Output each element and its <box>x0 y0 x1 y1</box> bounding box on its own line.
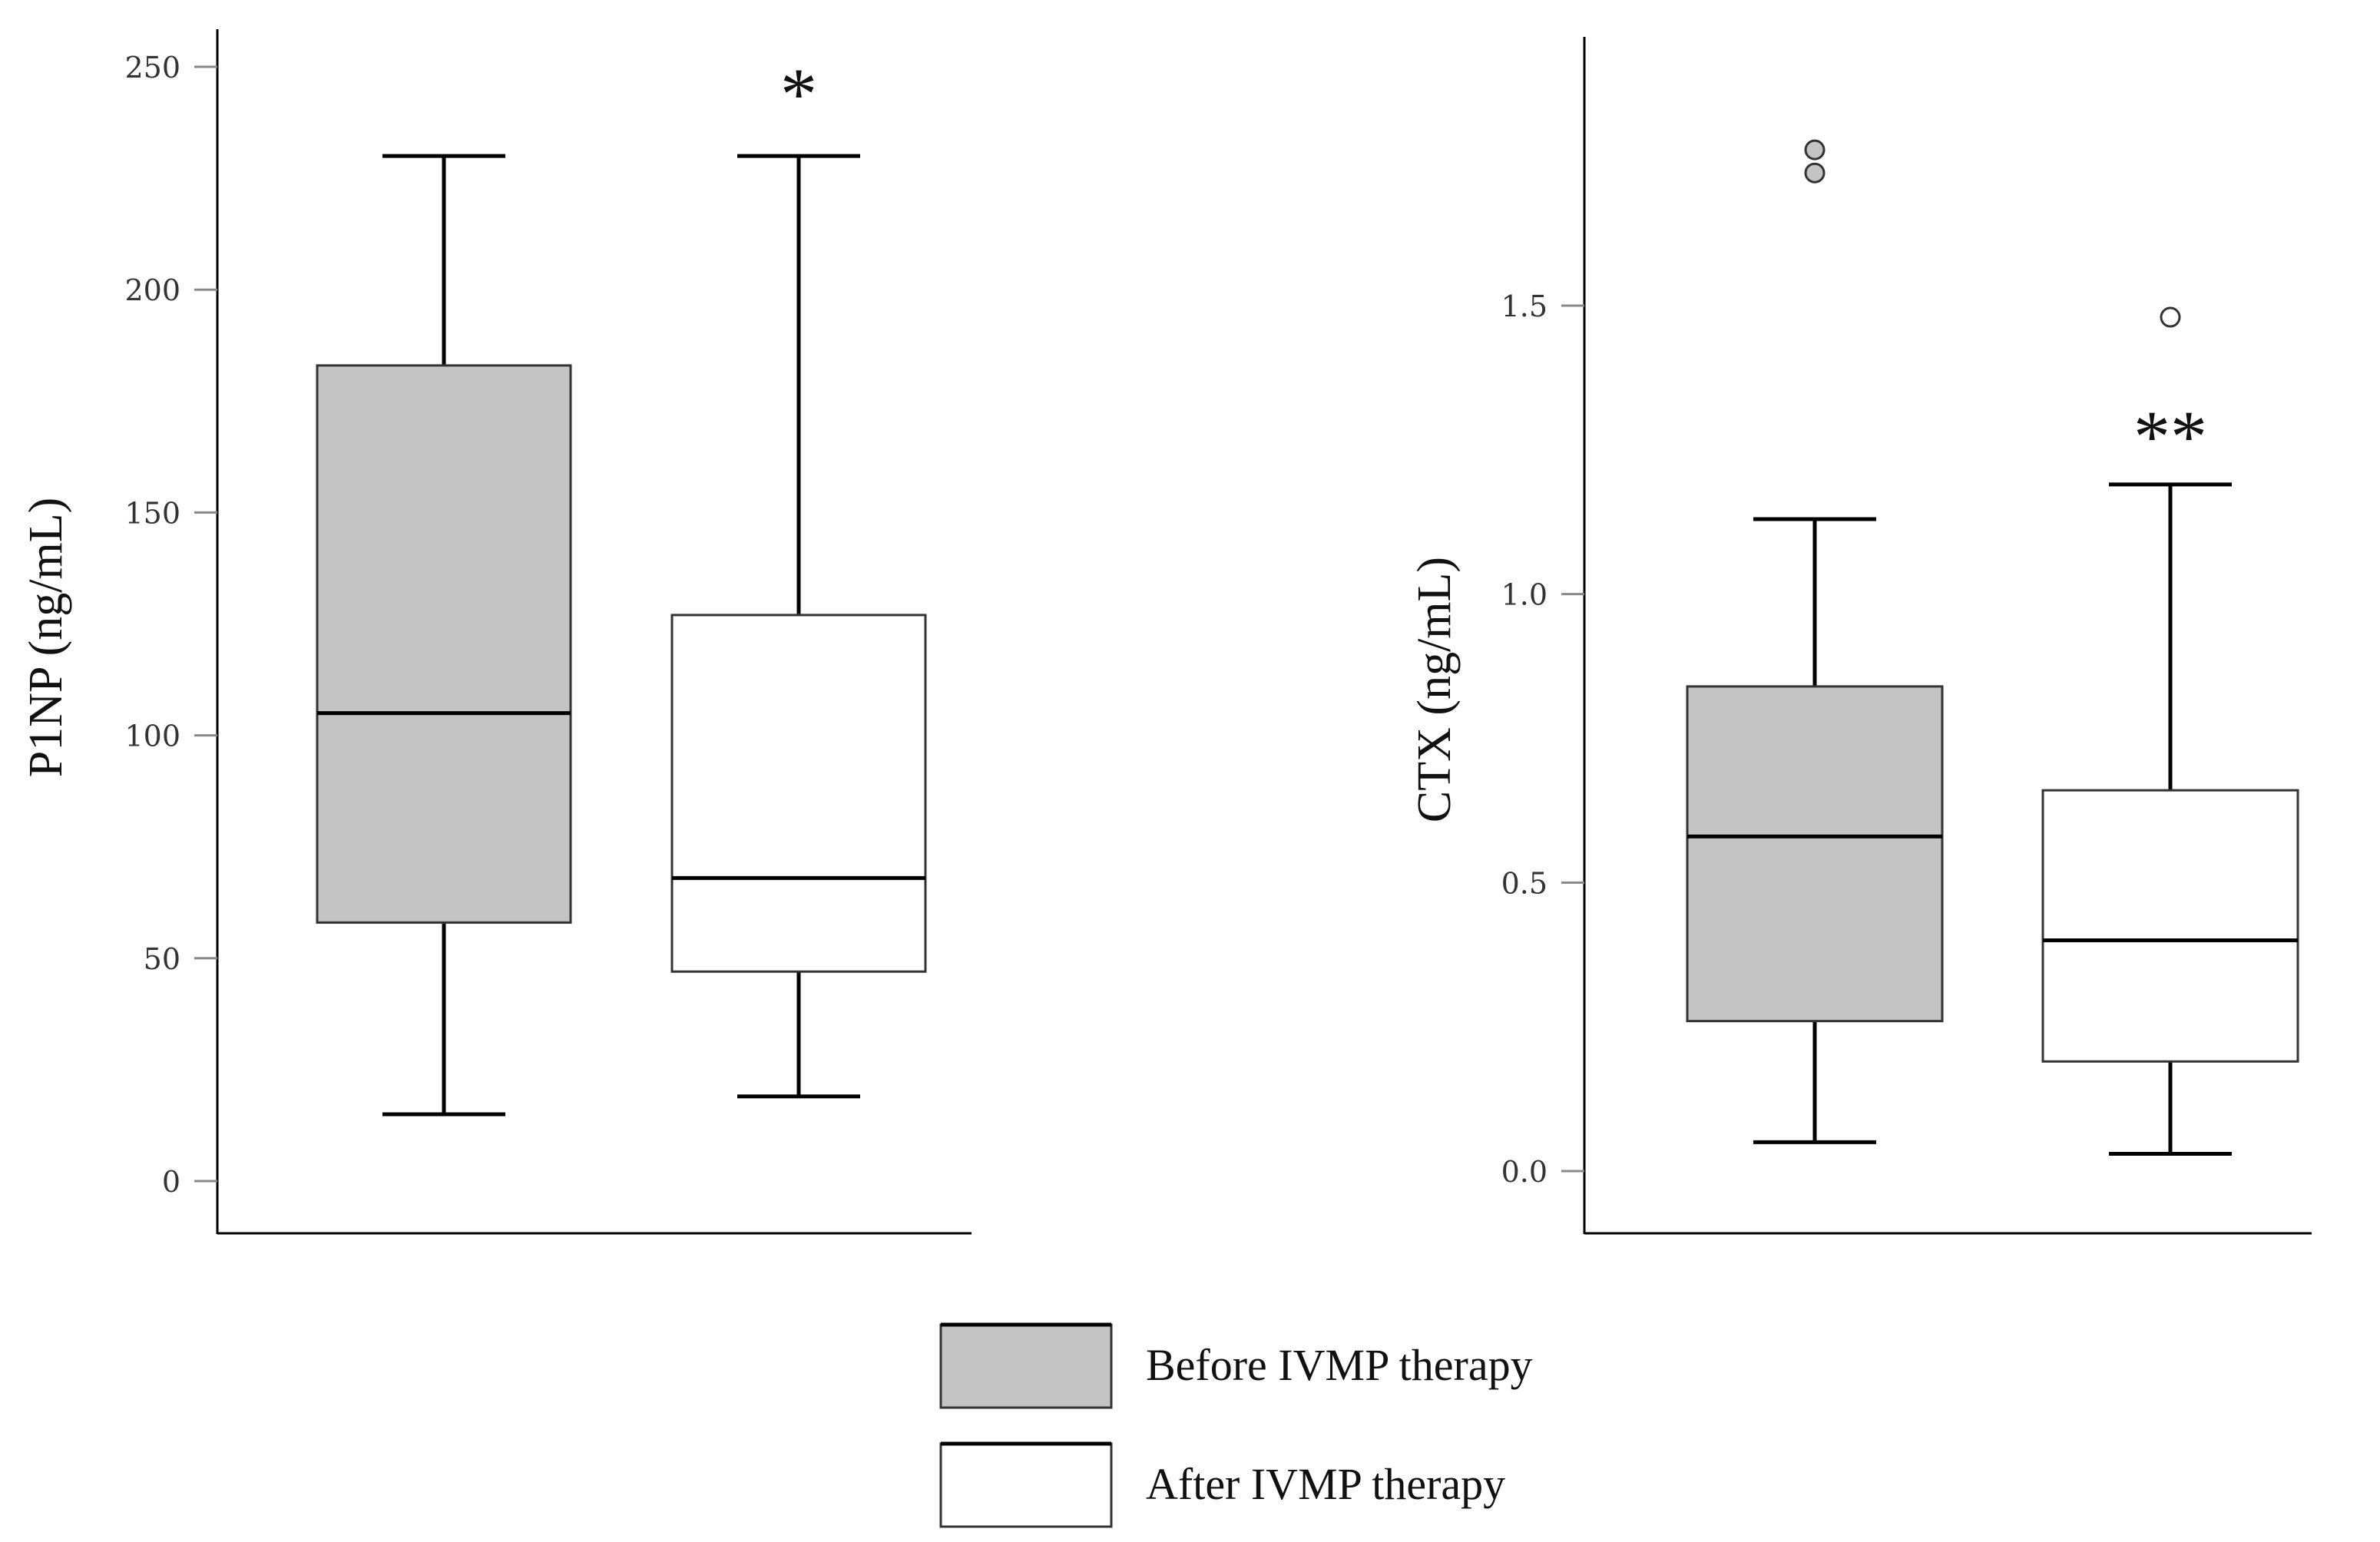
legend: Before IVMP therapy After IVMP therapy <box>939 1322 1533 1528</box>
y-tick-label: 200 <box>124 273 180 307</box>
y-axis-title: P1NP (ng/mL) <box>20 498 72 778</box>
iqr-box <box>316 364 572 924</box>
legend-label: Before IVMP therapy <box>1146 1340 1533 1390</box>
y-axis-title: CTX (ng/mL) <box>1408 557 1461 822</box>
iqr-box <box>670 614 927 973</box>
box-after: ** <box>2041 306 2299 1156</box>
y-tick-label: 100 <box>124 720 180 753</box>
y-tick-label: 250 <box>124 51 180 84</box>
significance-marker: ** <box>2133 395 2207 478</box>
box-after: * <box>670 53 927 1099</box>
y-tick-label: 1.5 <box>1501 290 1547 323</box>
outlier-point <box>1804 139 1826 160</box>
significance-marker: * <box>780 53 817 135</box>
y-tick-label: 0 <box>162 1165 180 1199</box>
y-tick-label: 1.0 <box>1501 578 1547 612</box>
legend-label: After IVMP therapy <box>1146 1459 1505 1509</box>
outlier-point <box>1804 162 1826 184</box>
legend-swatch <box>939 1442 1113 1528</box>
ctx-boxplot-panel: 0.0 0.5 1.0 1.5 CTX (ng/mL) ** <box>1408 37 2312 1235</box>
y-tick-label: 50 <box>144 942 180 976</box>
y-tick-label: 0.5 <box>1501 866 1547 900</box>
legend-item-before: Before IVMP therapy <box>939 1322 1533 1409</box>
legend-item-after: After IVMP therapy <box>939 1441 1505 1528</box>
y-tick-label: 150 <box>124 496 180 530</box>
legend-swatch <box>939 1323 1113 1409</box>
p1np-boxplot-panel: 0 50 100 150 200 250 P1NP (ng/mL) * <box>20 29 972 1235</box>
box-before <box>1686 139 1944 1144</box>
outlier-point <box>2160 306 2181 328</box>
box-before <box>316 154 572 1117</box>
y-tick-label: 0.0 <box>1501 1155 1547 1189</box>
iqr-box <box>2041 789 2299 1063</box>
iqr-box <box>1686 685 1944 1023</box>
